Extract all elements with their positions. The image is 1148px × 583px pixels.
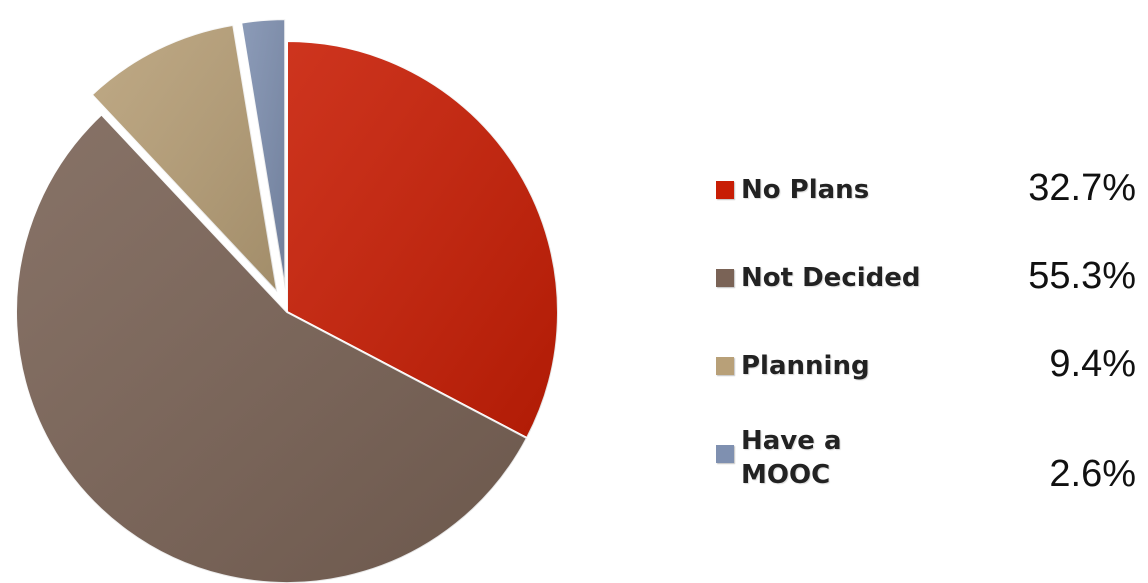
pie-slice-shading-2 [91, 24, 278, 293]
data-label: 9.4% [1049, 343, 1136, 385]
legend-swatch [716, 445, 734, 463]
pie-slice-shading-3 [241, 19, 286, 291]
legend-swatch [716, 181, 734, 199]
pie-slice-shading-0 [287, 41, 559, 439]
pie-slice-shading-1 [16, 114, 527, 583]
legend-label: Have a MOOC [741, 426, 842, 490]
legend-label: Not Decided [741, 263, 921, 293]
legend-item-0: No Plans 32.7% [716, 168, 1136, 256]
data-label: 2.6% [1049, 453, 1136, 495]
data-label: 32.7% [1028, 167, 1136, 209]
legend: No Plans 32.7% Not Decided 55.3% Planning 9.4… [716, 168, 1136, 520]
legend-label: Planning [741, 351, 870, 381]
legend-label: No Plans [741, 175, 870, 205]
legend-item-2: Planning 9.4% [716, 344, 1136, 432]
legend-item-1: Not Decided 55.3% [716, 256, 1136, 344]
data-label: 55.3% [1028, 255, 1136, 297]
legend-item-3: Have a MOOC 2.6% [716, 426, 1136, 520]
legend-swatch [716, 357, 734, 375]
legend-swatch [716, 269, 734, 287]
